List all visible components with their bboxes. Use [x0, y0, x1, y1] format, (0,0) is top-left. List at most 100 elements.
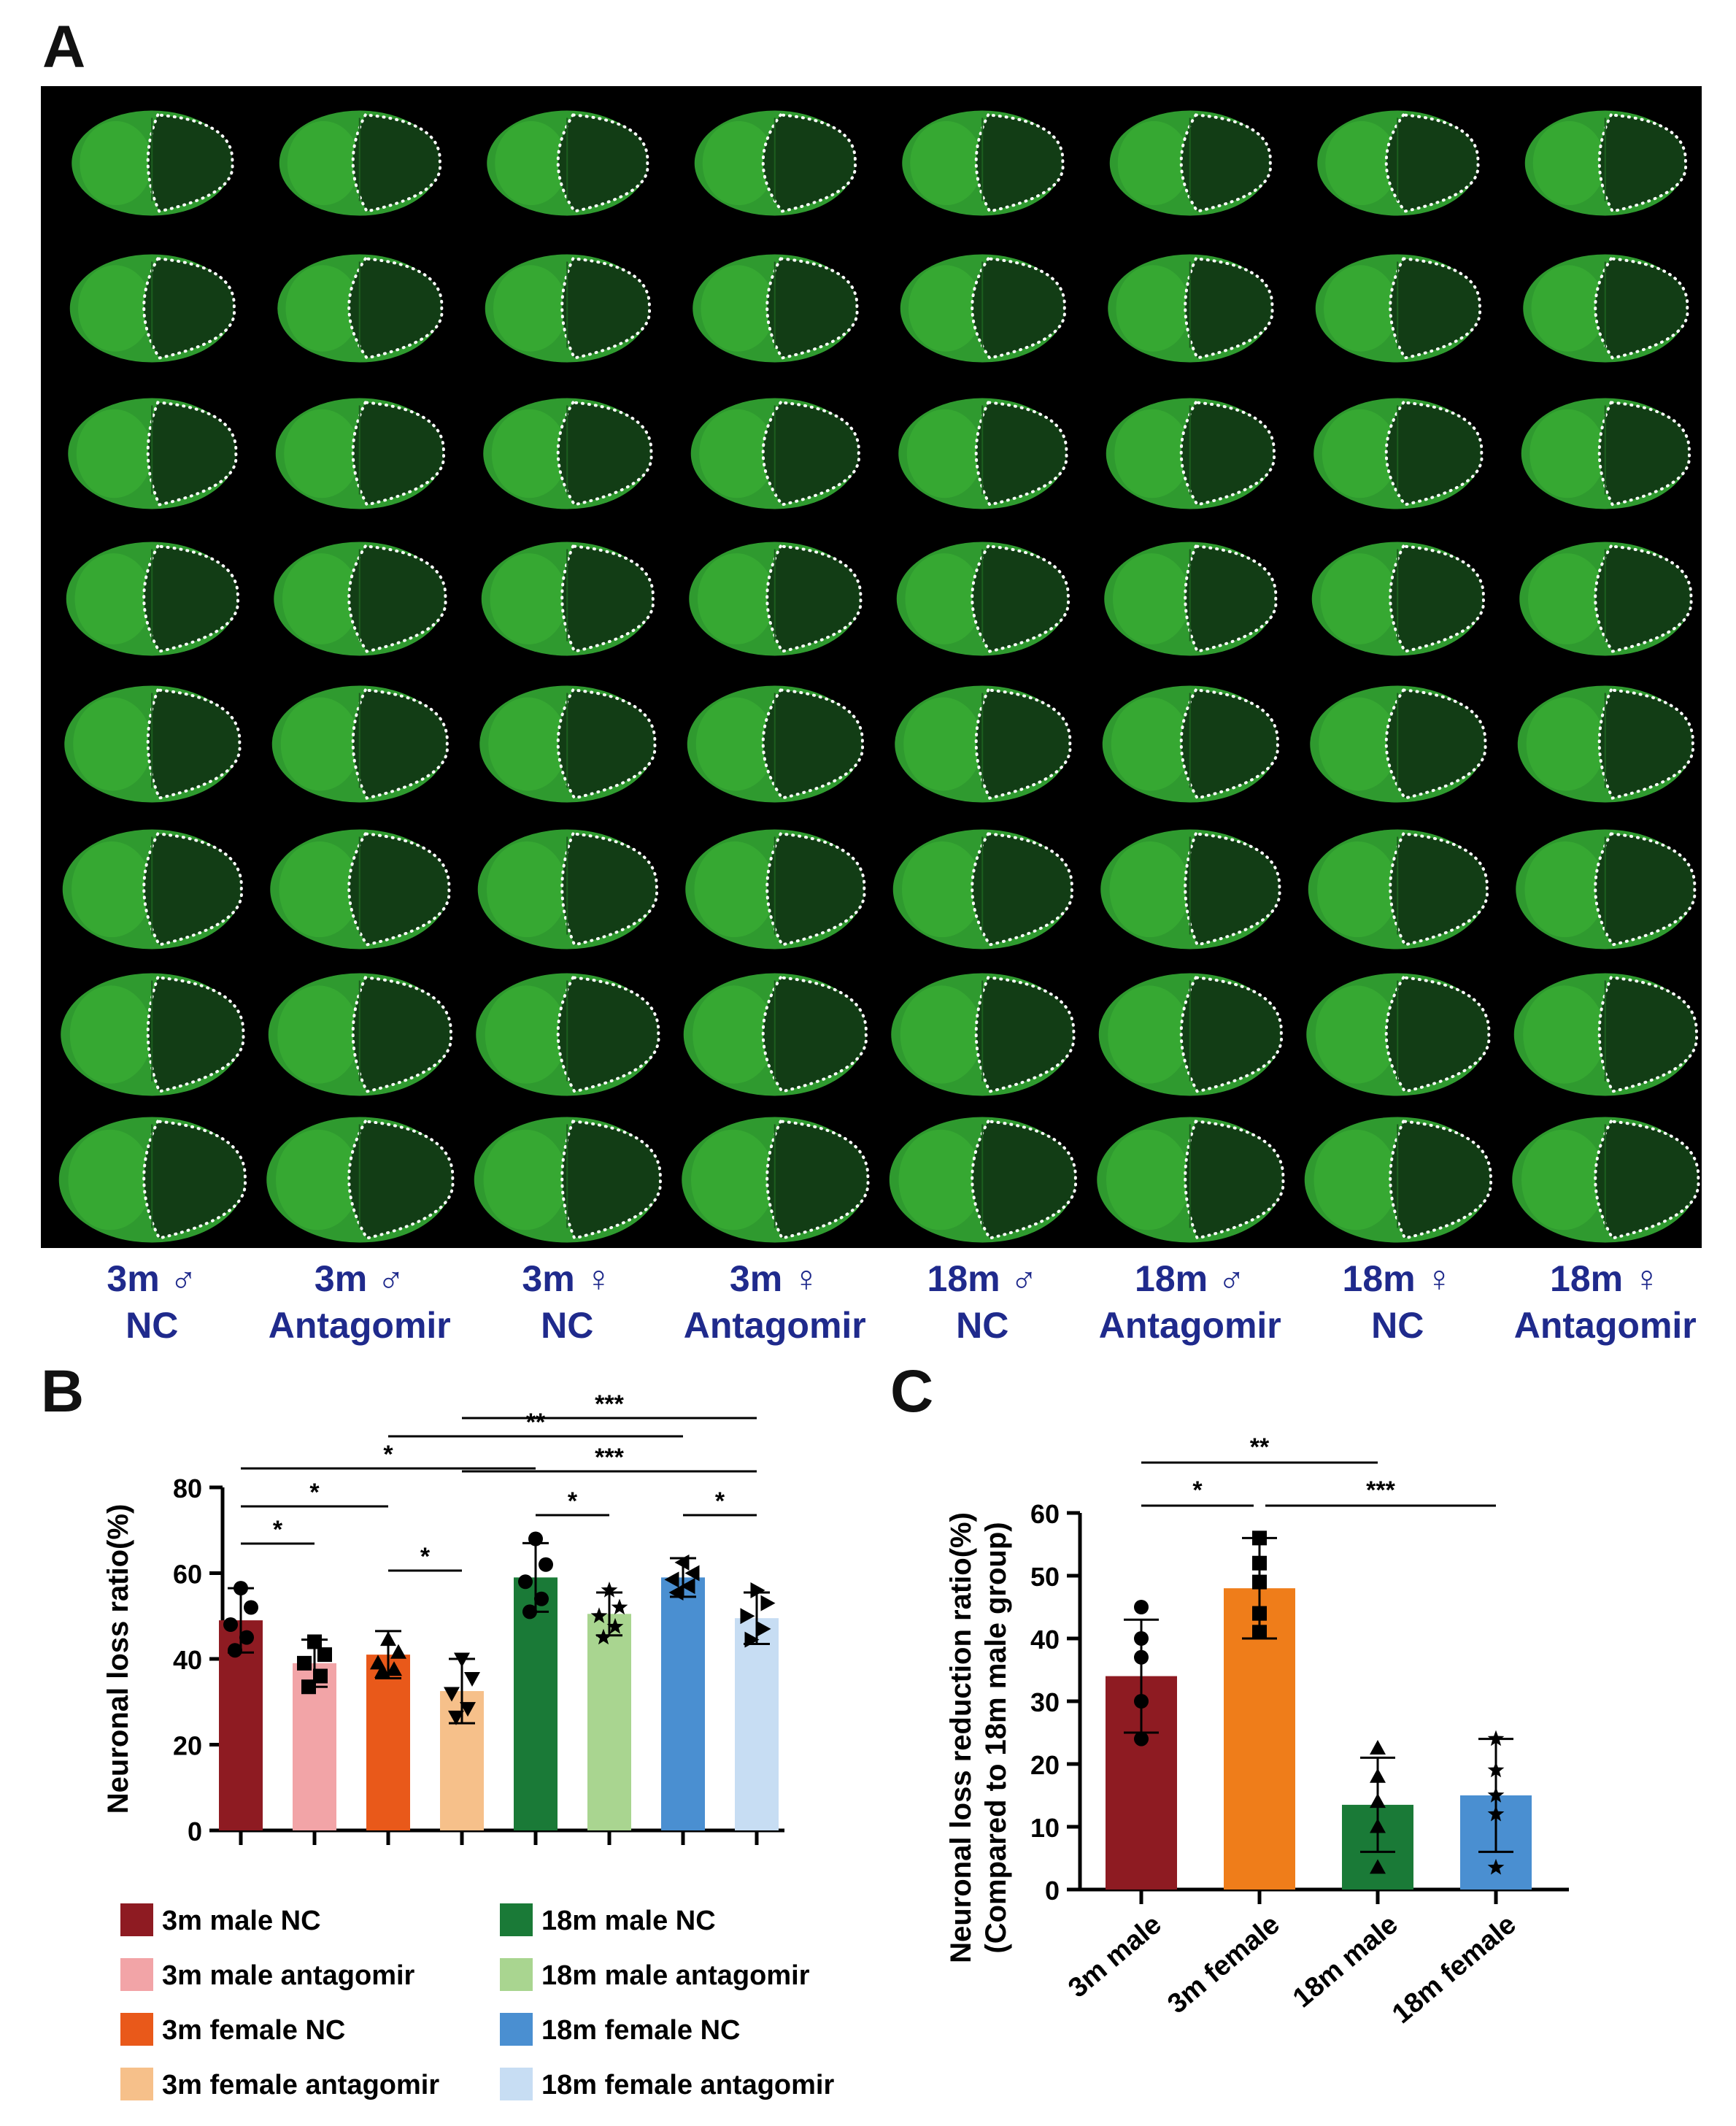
brain-section: [274, 542, 447, 656]
significance-label: **: [526, 1409, 546, 1436]
brain-section: [1097, 1117, 1285, 1243]
brain-section: [1109, 110, 1272, 216]
brain-section: [271, 685, 449, 803]
brain-section: [898, 398, 1068, 509]
data-point: [534, 1591, 549, 1606]
infarct-outline: [142, 1120, 247, 1240]
tissue-highlight: [282, 553, 360, 644]
tissue-highlight: [72, 841, 153, 938]
infarct-region: [1595, 833, 1695, 945]
data-point: [522, 1604, 537, 1619]
data-point: [301, 1679, 316, 1695]
legend-label: 18m male NC: [541, 1906, 716, 1936]
group-label-line1: 18m ♀: [1550, 1258, 1661, 1299]
infarct-outline: [556, 688, 657, 800]
infarct-outline: [556, 976, 660, 1093]
infarct-region: [1185, 258, 1273, 358]
data-point: [684, 1565, 700, 1582]
legend-label: 18m male antagomir: [541, 1960, 810, 1991]
data-point: [1487, 1805, 1505, 1822]
bar: [735, 1618, 779, 1830]
tissue-highlight: [902, 841, 983, 938]
infarct-region: [1386, 977, 1489, 1092]
brain-section: [1100, 829, 1281, 950]
brain-section: [485, 254, 651, 363]
brain-section: [685, 829, 866, 950]
infarct-region: [1181, 690, 1278, 798]
infarct-region: [147, 402, 236, 505]
group-label-line2: Antagomir: [1098, 1305, 1281, 1346]
data-point: [756, 1620, 771, 1637]
data-point: [1134, 1694, 1149, 1709]
tissue-highlight: [906, 409, 983, 498]
tissue-highlight: [488, 697, 568, 791]
data-point: [228, 1643, 242, 1658]
tissue-highlight: [287, 120, 360, 206]
brain-section: [61, 973, 245, 1096]
data-point: [454, 1652, 470, 1668]
infarct-outline: [142, 832, 243, 947]
significance-label: ***: [595, 1444, 624, 1471]
group-label-line1: 18m ♀: [1342, 1258, 1453, 1299]
infarct-outline: [1179, 688, 1279, 800]
legend-swatch: [500, 2068, 533, 2100]
tissue-highlight: [493, 265, 568, 352]
infarct-outline: [761, 976, 868, 1093]
tissue-highlight: [695, 697, 775, 791]
group-label-line2: Antagomir: [683, 1305, 866, 1346]
tissue-highlight: [1531, 265, 1605, 352]
infarct-region: [144, 258, 235, 358]
legend-swatch: [500, 1958, 533, 1991]
infarct-outline: [351, 113, 441, 213]
data-point: [1252, 1625, 1267, 1640]
tissue-highlight: [491, 409, 568, 498]
data-point: [611, 1598, 628, 1615]
tissue-highlight: [1113, 553, 1190, 644]
brain-section: [896, 542, 1070, 656]
tissue-highlight: [78, 265, 153, 352]
infarct-outline: [971, 544, 1070, 653]
legend-swatch: [500, 2013, 533, 2046]
tissue-highlight: [1108, 985, 1190, 1084]
infarct-region: [562, 546, 654, 652]
infarct-outline: [1594, 257, 1689, 360]
tissue-highlight: [277, 985, 360, 1084]
data-point: [1487, 1730, 1505, 1746]
infarct-region: [147, 977, 244, 1092]
data-point: [444, 1687, 460, 1702]
infarct-outline: [1389, 257, 1481, 360]
brain-section: [891, 973, 1076, 1096]
data-point: [297, 1655, 312, 1671]
infarct-region: [147, 690, 240, 798]
tissue-highlight: [276, 1129, 360, 1230]
infarct-region: [763, 690, 863, 798]
brain-section: [1313, 398, 1484, 509]
infarct-region: [349, 833, 450, 945]
infarct-outline: [146, 688, 242, 800]
group-label: 3m ♀ NC: [465, 1255, 669, 1349]
tissue-highlight: [1313, 1129, 1398, 1230]
infarct-region: [1595, 546, 1691, 652]
data-point: [539, 1557, 553, 1572]
tissue-highlight: [487, 841, 568, 938]
x-tick-label: 3m male: [1062, 1909, 1168, 2004]
data-point: [448, 1710, 464, 1725]
infarct-region: [976, 977, 1074, 1092]
infarct-region: [144, 546, 239, 652]
infarct-outline: [1597, 688, 1694, 800]
data-point: [601, 1582, 618, 1598]
brain-section: [68, 398, 238, 509]
infarct-outline: [1384, 976, 1491, 1093]
brain-section: [1106, 398, 1276, 509]
legend-label: 18m female antagomir: [541, 2070, 834, 2100]
infarct-outline: [347, 832, 451, 947]
tissue-highlight: [1528, 553, 1605, 644]
data-point: [528, 1531, 543, 1547]
infarct-outline: [1384, 401, 1484, 507]
tissue-highlight: [1524, 841, 1605, 938]
data-point: [1370, 1859, 1386, 1874]
infarct-outline: [1594, 544, 1693, 653]
data-point: [244, 1600, 258, 1615]
infarct-outline: [560, 1120, 662, 1240]
